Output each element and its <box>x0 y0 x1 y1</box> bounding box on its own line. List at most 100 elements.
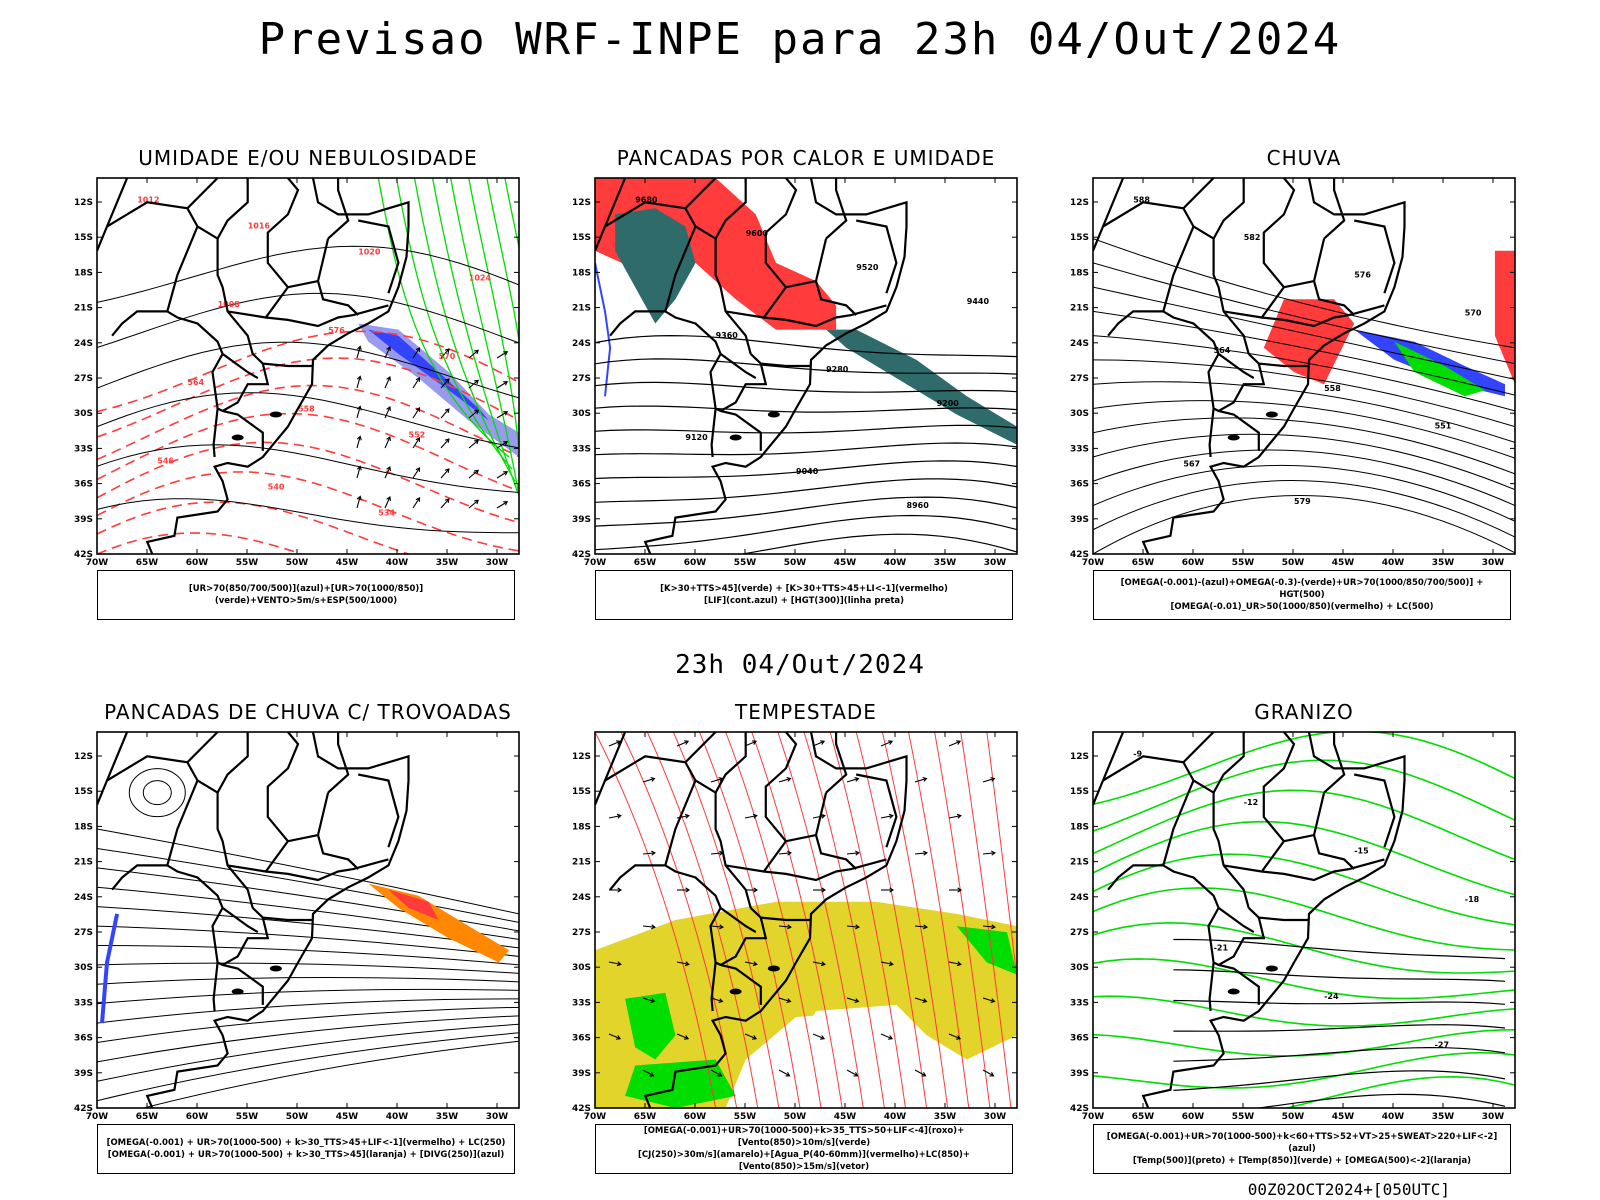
panel-title: PANCADAS DE CHUVA C/ TROVOADAS <box>104 700 512 724</box>
temp-500-contour <box>1173 1070 1506 1091</box>
country-border <box>166 226 259 380</box>
thickness-contour <box>97 471 519 552</box>
country-border <box>1162 780 1255 934</box>
wind-vector-head <box>616 961 622 967</box>
lon-tick-label: 40W <box>1382 1112 1405 1122</box>
wind-vector <box>710 997 723 1003</box>
wind-vector-head <box>889 887 895 893</box>
contour-label: 8960 <box>907 501 930 510</box>
wind-vector-head <box>854 998 860 1004</box>
lat-tick-label: 36S <box>572 480 591 490</box>
wind-vector-head <box>684 740 690 745</box>
streamline-250 <box>97 977 519 985</box>
contour-label: 552 <box>409 430 426 439</box>
wind-vector <box>642 852 655 855</box>
wind-vector-head <box>356 345 362 351</box>
wind-vector-head <box>386 496 391 502</box>
wind-vector <box>880 815 893 819</box>
lon-tick-label: 45W <box>1332 1112 1355 1122</box>
wind-vector-head <box>386 436 391 442</box>
temp-500-contour <box>1173 938 1506 960</box>
wind-vector-head <box>685 887 691 893</box>
wind-vector-head <box>956 961 962 967</box>
country-border <box>1223 238 1326 319</box>
wind-vector-head <box>503 381 509 386</box>
country-border <box>1162 226 1255 380</box>
wind-vector-head <box>616 813 622 819</box>
streamline-250 <box>97 925 519 957</box>
streamline-250 <box>97 1023 519 1082</box>
wind-vector <box>676 1033 689 1040</box>
lon-tick-label: 50W <box>1282 1112 1305 1122</box>
panel-title: TEMPESTADE <box>735 700 877 724</box>
streamline-250 <box>97 944 519 966</box>
country-border <box>1093 178 1125 252</box>
humidity-contour <box>377 178 510 458</box>
divergence-blue <box>100 913 120 1024</box>
lon-tick-label: 45W <box>336 558 359 568</box>
streamline <box>1093 359 1515 428</box>
lon-tick-label: 50W <box>286 1112 309 1122</box>
wind-vector <box>496 411 508 419</box>
lake <box>1265 411 1278 418</box>
wind-vector-head <box>923 924 928 930</box>
pressure-isobar <box>97 245 519 303</box>
lon-tick-label: 45W <box>336 1112 359 1122</box>
wind-vector <box>846 852 859 855</box>
lon-tick-label: 35W <box>934 1112 957 1122</box>
country-border <box>764 178 798 288</box>
lat-tick-label: 21S <box>572 858 591 868</box>
rain-red-east <box>1494 250 1515 385</box>
lon-tick-label: 65W <box>634 1112 657 1122</box>
legend-line: [LIF](cont.azul) + [HGT(300)](linha pret… <box>703 596 905 606</box>
country-border <box>725 792 828 873</box>
vortex <box>142 780 172 806</box>
country-border <box>266 178 300 288</box>
wind-vector <box>412 467 420 479</box>
wind-vector-head <box>888 961 894 967</box>
map-frame <box>1092 731 1516 1109</box>
wind-vector-head <box>719 924 724 930</box>
lon-tick-label: 50W <box>784 558 807 568</box>
wind-vector <box>846 1069 858 1077</box>
wind-vector-head <box>503 351 509 356</box>
wind-vector <box>982 777 995 783</box>
height-contour <box>595 478 1017 503</box>
temp-850-contour <box>1283 1075 1515 1108</box>
wind-vector <box>384 376 391 389</box>
thickness-contour <box>97 357 519 438</box>
contour-label: 588 <box>1133 195 1150 204</box>
country-border <box>327 732 350 794</box>
storm-orange <box>368 883 509 963</box>
lat-tick-label: 39S <box>1070 515 1089 525</box>
lake <box>231 988 244 995</box>
country-border <box>604 201 752 355</box>
contour-label: 551 <box>1435 422 1452 431</box>
wind-vector-head <box>991 924 996 930</box>
contour-label: -18 <box>1465 895 1480 904</box>
water-vapor-contour <box>960 732 1012 1108</box>
wind-vector-head <box>474 499 480 505</box>
wind-vector-head <box>956 740 962 745</box>
country-border <box>216 732 249 794</box>
country-border <box>316 280 359 316</box>
wind-vector-head <box>386 466 391 472</box>
wind-vector <box>914 997 927 1003</box>
water-vapor-contour <box>829 732 906 1108</box>
panel-title: GRANIZO <box>1254 700 1354 724</box>
water-vapor-contour <box>777 732 864 1108</box>
lat-tick-label: 39S <box>74 515 93 525</box>
country-border <box>265 304 389 328</box>
country-border <box>664 226 757 380</box>
contour-label: -21 <box>1214 943 1229 952</box>
panel-legend: [OMEGA(-0.001)+UR>70(1000-500)+k>35_TTS>… <box>595 1124 1013 1174</box>
wind-vector <box>412 377 420 389</box>
lon-tick-label: 70W <box>86 1112 109 1122</box>
pressure-isobar <box>97 444 519 493</box>
country-border <box>1182 178 1215 210</box>
streamline <box>1093 400 1515 459</box>
height-contour <box>595 334 1017 358</box>
wind-vector-head <box>922 776 928 782</box>
wind-vector-head <box>474 439 480 445</box>
wind-vector <box>356 376 361 389</box>
